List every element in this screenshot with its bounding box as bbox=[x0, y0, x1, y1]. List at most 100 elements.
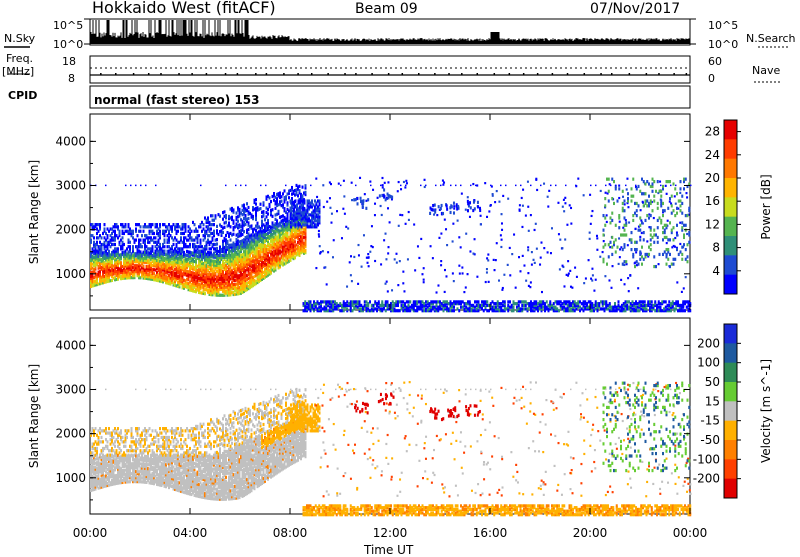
data-cell bbox=[485, 300, 487, 303]
data-cell bbox=[278, 210, 280, 213]
data-cell bbox=[511, 304, 513, 307]
data-cell bbox=[509, 300, 511, 303]
data-cell bbox=[619, 306, 621, 309]
data-cell bbox=[341, 309, 343, 312]
data-cell bbox=[646, 304, 648, 307]
data-cell bbox=[597, 302, 599, 305]
data-cell bbox=[408, 219, 410, 221]
data-cell bbox=[530, 300, 532, 303]
data-cell bbox=[108, 250, 110, 253]
data-cell bbox=[362, 306, 364, 309]
data-cell bbox=[451, 309, 453, 312]
data-cell bbox=[623, 302, 625, 305]
freq-marker bbox=[237, 73, 239, 75]
freq-marker bbox=[509, 73, 511, 75]
data-cell bbox=[556, 300, 558, 303]
data-cell bbox=[399, 309, 401, 312]
freq-marker bbox=[178, 73, 180, 75]
data-cell bbox=[367, 302, 369, 305]
data-cell bbox=[588, 306, 590, 309]
data-cell bbox=[204, 292, 206, 295]
data-cell bbox=[269, 196, 271, 199]
data-cell bbox=[553, 302, 555, 305]
data-cell bbox=[411, 304, 413, 307]
data-cell bbox=[532, 309, 534, 312]
data-cell bbox=[432, 306, 434, 309]
cpid-frame bbox=[90, 86, 690, 108]
data-cell bbox=[137, 234, 139, 237]
data-cell bbox=[469, 300, 471, 303]
data-cell bbox=[260, 203, 262, 206]
freq-marker bbox=[388, 73, 390, 75]
data-cell bbox=[504, 300, 506, 303]
data-cell bbox=[441, 302, 443, 305]
power-panel bbox=[90, 114, 692, 312]
data-cell bbox=[450, 300, 452, 303]
data-cell bbox=[446, 306, 448, 309]
data-cell bbox=[306, 302, 308, 305]
data-cell bbox=[579, 300, 581, 303]
data-cell bbox=[135, 238, 137, 241]
data-cell bbox=[602, 300, 604, 303]
data-cell bbox=[364, 304, 366, 307]
data-cell bbox=[658, 300, 660, 303]
data-cell bbox=[576, 307, 578, 310]
data-cell bbox=[225, 214, 227, 217]
data-cell bbox=[374, 307, 376, 310]
data-cell bbox=[305, 249, 307, 252]
data-cell bbox=[642, 300, 644, 303]
data-cell bbox=[143, 230, 145, 233]
data-cell bbox=[632, 307, 634, 310]
data-cell bbox=[341, 304, 343, 307]
data-cell bbox=[584, 306, 586, 309]
freq-marker bbox=[148, 73, 150, 75]
data-cell bbox=[303, 302, 305, 305]
data-cell bbox=[626, 300, 628, 303]
data-cell bbox=[516, 302, 518, 305]
data-cell bbox=[486, 268, 488, 270]
data-cell bbox=[465, 306, 467, 309]
data-cell bbox=[422, 300, 424, 303]
data-cell bbox=[460, 306, 462, 309]
data-cell bbox=[294, 240, 296, 243]
data-cell bbox=[260, 207, 262, 210]
data-cell bbox=[448, 307, 450, 310]
data-cell bbox=[660, 306, 662, 309]
data-cell bbox=[481, 300, 483, 303]
data-cell bbox=[546, 306, 548, 309]
data-cell bbox=[311, 199, 313, 202]
data-cell bbox=[654, 309, 656, 312]
data-cell bbox=[465, 302, 467, 305]
data-cell bbox=[334, 306, 336, 309]
data-cell bbox=[395, 309, 397, 312]
data-cell bbox=[553, 306, 555, 309]
data-cell bbox=[359, 300, 361, 303]
data-cell bbox=[455, 300, 457, 303]
data-cell bbox=[540, 257, 542, 259]
freq-marker bbox=[686, 73, 688, 75]
data-cell bbox=[248, 217, 250, 220]
freq-marker bbox=[646, 73, 648, 75]
data-cell bbox=[302, 194, 304, 197]
data-cell bbox=[485, 306, 487, 309]
data-cell bbox=[267, 212, 269, 215]
data-cell bbox=[462, 300, 464, 303]
freq-marker bbox=[402, 73, 404, 75]
freq-marker bbox=[673, 73, 675, 75]
data-cell bbox=[353, 306, 355, 309]
data-cell bbox=[495, 306, 497, 309]
data-cell bbox=[281, 195, 283, 198]
data-cell bbox=[107, 234, 109, 237]
data-cell bbox=[152, 245, 154, 248]
data-cell bbox=[248, 206, 250, 209]
data-cell bbox=[90, 238, 92, 241]
data-cell bbox=[394, 302, 396, 305]
data-cell bbox=[422, 304, 424, 307]
data-cell bbox=[207, 216, 209, 219]
data-cell bbox=[380, 304, 382, 307]
data-cell bbox=[611, 306, 613, 309]
data-cell bbox=[555, 306, 557, 309]
data-cell bbox=[684, 300, 686, 303]
data-cell bbox=[667, 304, 669, 307]
data-cell bbox=[499, 302, 501, 305]
